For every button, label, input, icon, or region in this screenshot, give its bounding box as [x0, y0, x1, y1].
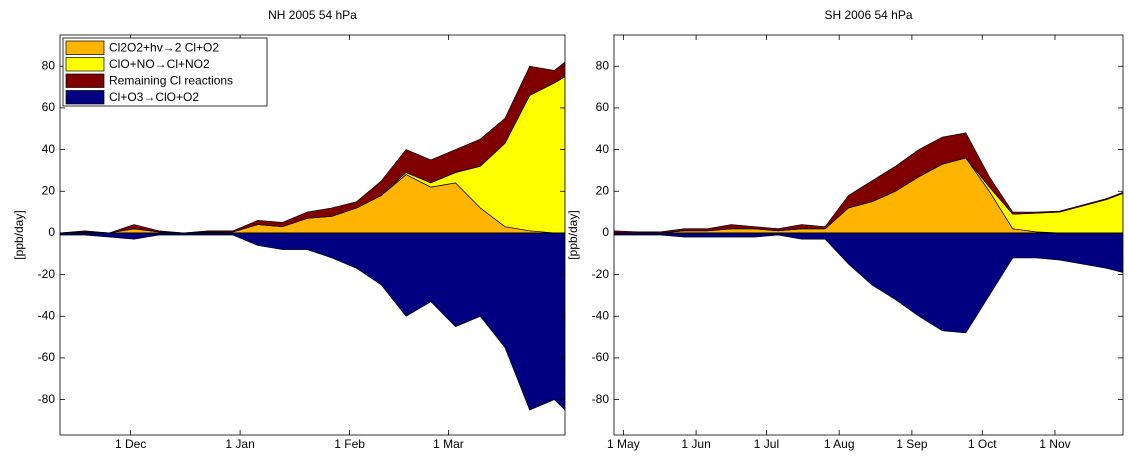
chart-title: SH 2006 54 hPa [824, 8, 912, 22]
x-tick-label: 1 Nov [1039, 437, 1070, 451]
x-tick-label: 1 Dec [115, 437, 146, 451]
x-tick-label: 1 Jun [681, 437, 710, 451]
y-tick-label: 80 [42, 58, 56, 72]
area [60, 61, 565, 234]
panel: -80 -60 -40 -20 0 20 40 60 80 1 Dec 1 Jan 1 Feb 1 Ma… [12, 8, 566, 451]
x-tick-label: 1 Sep [896, 437, 928, 451]
legend-label: Cl2O2+hv→2 Cl+O2 [109, 40, 219, 54]
x-tick-label: 1 Jan [225, 437, 254, 451]
y-tick-label: -80 [592, 392, 610, 406]
y-axis-label: [ppb/day] [566, 210, 580, 259]
legend-label: ClO+NO→Cl+NO2 [109, 57, 210, 71]
y-tick-label: 40 [596, 142, 610, 156]
legend-label: Cl+O3→ClO+O2 [109, 90, 199, 104]
y-tick-label: -60 [592, 350, 610, 364]
y-tick-label: -20 [592, 267, 610, 281]
area [614, 232, 1123, 334]
y-tick-label: 20 [42, 183, 56, 197]
legend-swatch [65, 40, 105, 55]
y-tick-label: 40 [42, 142, 56, 156]
chart-title: NH 2005 54 hPa [268, 8, 357, 22]
legend: Cl2O2+hv→2 Cl+O2 ClO+NO→Cl+NO2 Remaining C… [62, 37, 268, 107]
y-tick-label: 60 [42, 100, 56, 114]
y-tick-label: 60 [596, 100, 610, 114]
axes-box [59, 34, 566, 436]
x-tick-label: 1 May [607, 437, 640, 451]
y-tick-label: -60 [38, 350, 56, 364]
legend-swatch [65, 57, 105, 72]
panel: -80 -60 -40 -20 0 20 40 60 80 1 May 1 Jun 1 Jul 1 Au… [566, 8, 1124, 451]
legend-swatch [65, 90, 105, 105]
y-tick-label: 0 [602, 225, 609, 239]
y-tick-label: 20 [596, 183, 610, 197]
legend-swatch [65, 73, 105, 88]
x-tick-label: 1 Jul [754, 437, 779, 451]
x-tick-label: 1 Aug [824, 437, 855, 451]
area [614, 132, 1123, 234]
x-tick-label: 1 Mar [433, 437, 464, 451]
y-tick-label: -20 [38, 267, 56, 281]
y-tick-label: 80 [596, 58, 610, 72]
plot-area [60, 61, 565, 411]
y-axis-label: [ppb/day] [12, 210, 26, 259]
x-tick-label: 1 Feb [334, 437, 365, 451]
legend-label: Remaining Cl reactions [109, 73, 233, 87]
y-tick-label: -40 [592, 308, 610, 322]
x-tick-label: 1 Oct [968, 437, 997, 451]
axes-box [613, 34, 1124, 436]
y-tick-label: -40 [38, 308, 56, 322]
area [60, 232, 565, 411]
y-tick-label: 0 [48, 225, 55, 239]
y-tick-label: -80 [38, 392, 56, 406]
